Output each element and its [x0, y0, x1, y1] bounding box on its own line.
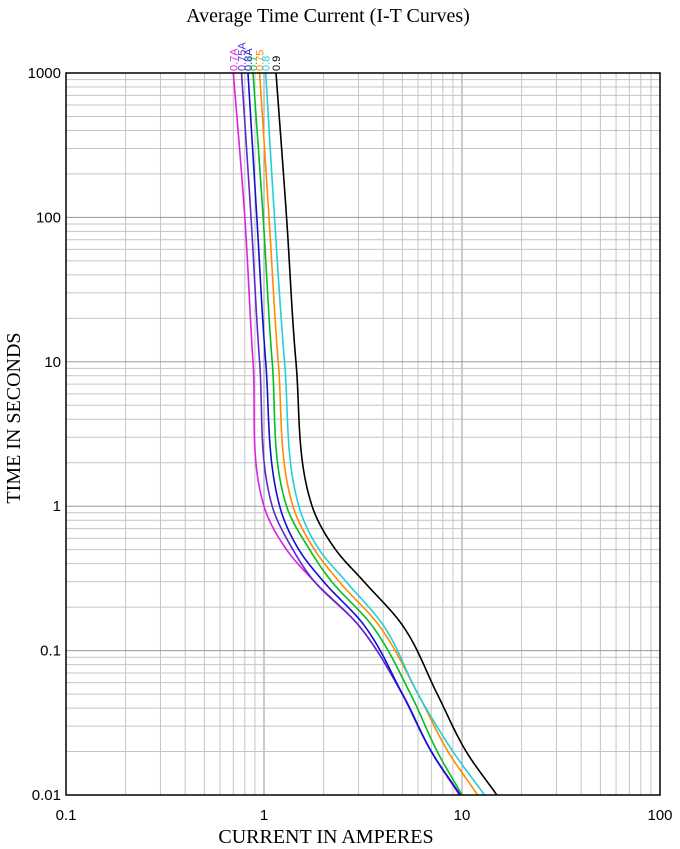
plot-frame: [65, 72, 661, 796]
x-tick-label-0: 0.1: [56, 807, 77, 824]
grid: [66, 73, 660, 795]
series-line-4: [258, 72, 479, 796]
series-label-5: 0.8: [261, 56, 273, 71]
series-line-2: [247, 72, 461, 796]
x-tick-labels: 0.1 1 10 100: [56, 807, 673, 824]
y-tick-label-1: 0.1: [40, 643, 61, 660]
chart-title: Average Time Current (I-T Curves): [186, 5, 470, 27]
series-line-6: [275, 72, 498, 796]
series-label-0: 0.7A: [228, 48, 240, 71]
x-tick-label-1: 1: [260, 807, 268, 824]
y-tick-label-2: 1: [53, 498, 61, 515]
y-tick-label-0: 0.01: [32, 787, 61, 804]
series-label-6: 0.9: [271, 56, 283, 71]
series-label-3: 0.7: [248, 56, 260, 71]
y-axis-title: TIME IN SECONDS: [3, 332, 25, 503]
series-line-3: [252, 72, 463, 796]
series-label-4: 0.75: [255, 50, 267, 71]
x-tick-label-3: 100: [647, 807, 672, 824]
series-label-1: 0.75A: [237, 42, 249, 71]
series-line-1: [240, 72, 461, 796]
series-layer: [232, 72, 498, 796]
y-tick-label-4: 100: [36, 209, 61, 226]
x-tick-label-2: 10: [454, 807, 471, 824]
y-tick-labels: 0.01 0.1 1 10 100 1000: [28, 65, 61, 804]
series-label-2: 0.8A: [243, 48, 255, 71]
x-axis-title: CURRENT IN AMPERES: [218, 826, 433, 848]
y-tick-label-3: 10: [44, 354, 61, 371]
y-tick-label-5: 1000: [28, 65, 61, 82]
series-line-5: [264, 72, 486, 796]
